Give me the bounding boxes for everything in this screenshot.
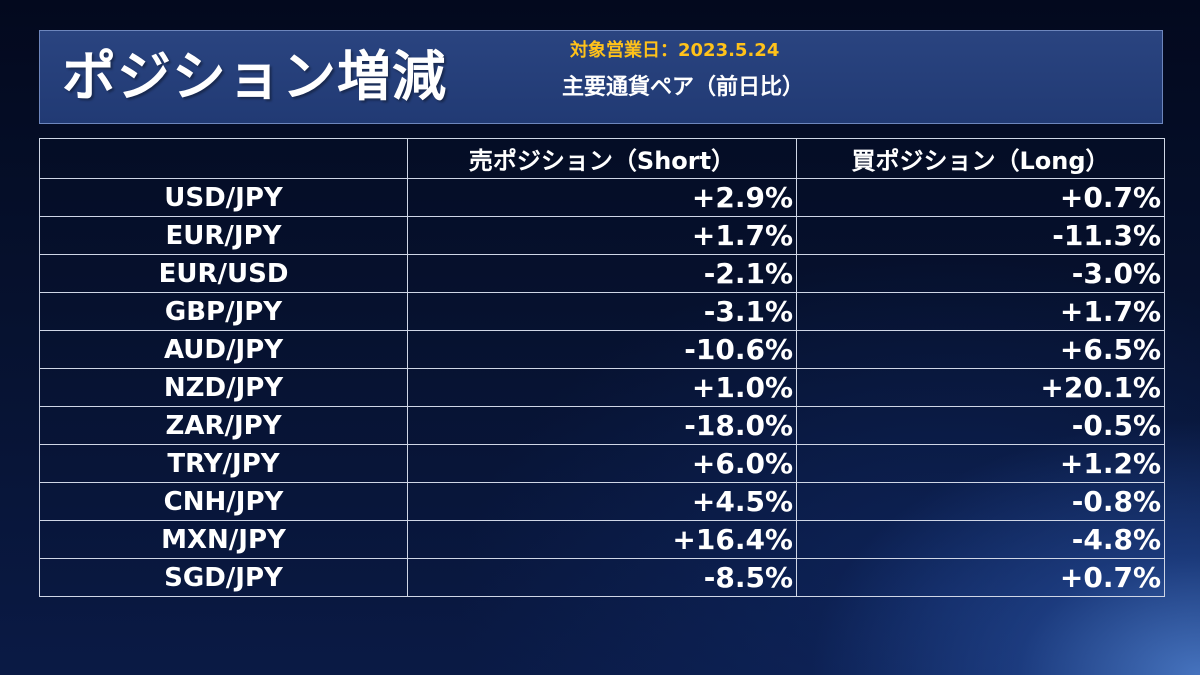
short-change-cell: -8.5% xyxy=(407,558,797,597)
table-row: EUR/USD -2.1% -3.0% xyxy=(39,254,1165,293)
long-change-cell: +6.5% xyxy=(796,330,1165,369)
page-title: ポジション増減 xyxy=(62,45,447,108)
long-change-cell: +1.7% xyxy=(796,292,1165,331)
short-change-cell: -3.1% xyxy=(407,292,797,331)
long-change-cell: +20.1% xyxy=(796,368,1165,407)
table-body: USD/JPY +2.9% +0.7% EUR/JPY +1.7% -11.3%… xyxy=(39,178,1165,597)
table-row: CNH/JPY +4.5% -0.8% xyxy=(39,482,1165,521)
short-change-cell: +2.9% xyxy=(407,178,797,217)
long-change-cell: -3.0% xyxy=(796,254,1165,293)
long-change-cell: -0.5% xyxy=(796,406,1165,445)
table-row: GBP/JPY -3.1% +1.7% xyxy=(39,292,1165,331)
currency-pair-cell: MXN/JPY xyxy=(39,520,408,559)
currency-pair-cell: SGD/JPY xyxy=(39,558,408,597)
currency-pair-cell: CNH/JPY xyxy=(39,482,408,521)
short-change-cell: +1.0% xyxy=(407,368,797,407)
long-change-cell: +0.7% xyxy=(796,558,1165,597)
column-header-pair xyxy=(39,138,408,179)
table-row: SGD/JPY -8.5% +0.7% xyxy=(39,558,1165,597)
long-change-cell: +1.2% xyxy=(796,444,1165,483)
table-header-row: 売ポジション（Short） 買ポジション（Long） xyxy=(39,138,1165,179)
short-change-cell: -2.1% xyxy=(407,254,797,293)
currency-pair-cell: AUD/JPY xyxy=(39,330,408,369)
short-change-cell: -18.0% xyxy=(407,406,797,445)
long-change-cell: -4.8% xyxy=(796,520,1165,559)
short-change-cell: +4.5% xyxy=(407,482,797,521)
long-change-cell: +0.7% xyxy=(796,178,1165,217)
long-change-cell: -11.3% xyxy=(796,216,1165,255)
short-change-cell: +16.4% xyxy=(407,520,797,559)
column-header-short: 売ポジション（Short） xyxy=(407,138,797,179)
currency-pair-cell: EUR/JPY xyxy=(39,216,408,255)
table-row: ZAR/JPY -18.0% -0.5% xyxy=(39,406,1165,445)
table-row: MXN/JPY +16.4% -4.8% xyxy=(39,520,1165,559)
table-row: USD/JPY +2.9% +0.7% xyxy=(39,178,1165,217)
currency-pair-cell: GBP/JPY xyxy=(39,292,408,331)
page-subtitle: 主要通貨ペア（前日比） xyxy=(562,75,805,100)
business-date-label: 対象営業日：2023.5.24 xyxy=(570,40,780,61)
currency-pair-cell: ZAR/JPY xyxy=(39,406,408,445)
position-change-table: 売ポジション（Short） 買ポジション（Long） USD/JPY +2.9%… xyxy=(39,138,1165,597)
table-row: EUR/JPY +1.7% -11.3% xyxy=(39,216,1165,255)
currency-pair-cell: TRY/JPY xyxy=(39,444,408,483)
column-header-long: 買ポジション（Long） xyxy=(796,138,1165,179)
short-change-cell: -10.6% xyxy=(407,330,797,369)
currency-pair-cell: EUR/USD xyxy=(39,254,408,293)
title-banner: ポジション増減 対象営業日：2023.5.24 主要通貨ペア（前日比） xyxy=(39,30,1163,124)
long-change-cell: -0.8% xyxy=(796,482,1165,521)
table-row: NZD/JPY +1.0% +20.1% xyxy=(39,368,1165,407)
table-header: 売ポジション（Short） 買ポジション（Long） xyxy=(39,138,1165,179)
table-row: TRY/JPY +6.0% +1.2% xyxy=(39,444,1165,483)
currency-pair-cell: NZD/JPY xyxy=(39,368,408,407)
short-change-cell: +6.0% xyxy=(407,444,797,483)
table-row: AUD/JPY -10.6% +6.5% xyxy=(39,330,1165,369)
currency-pair-cell: USD/JPY xyxy=(39,178,408,217)
short-change-cell: +1.7% xyxy=(407,216,797,255)
